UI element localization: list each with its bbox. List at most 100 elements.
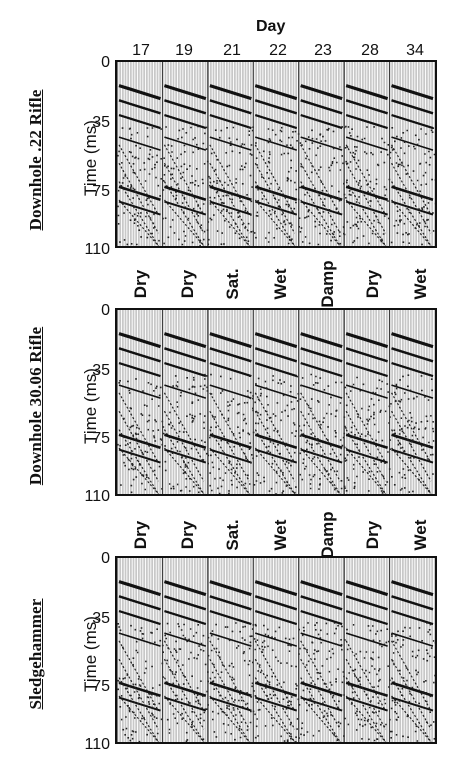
- reflection-band: [254, 361, 298, 378]
- reflection-band: [209, 361, 252, 378]
- reflection-band: [164, 200, 207, 216]
- ground-roll-streak: [254, 429, 296, 494]
- panel-label: Downhole .22 Rifle: [26, 89, 45, 231]
- ground-roll-streak: [345, 429, 387, 494]
- ground-roll-streak: [209, 640, 250, 712]
- shot-gather: [161, 310, 210, 494]
- ground-roll-streak: [345, 392, 387, 464]
- reflection-band: [255, 632, 297, 647]
- reflection-band: [164, 632, 207, 647]
- reflection-band: [391, 609, 434, 626]
- reflection-band: [118, 696, 161, 712]
- ground-roll-streak: [209, 144, 250, 216]
- ground-roll-streak: [391, 162, 432, 234]
- ground-roll-streak: [391, 640, 432, 712]
- reflection-band: [254, 448, 298, 464]
- noise-speckle: [254, 126, 300, 245]
- noise-speckle: [117, 127, 164, 246]
- noise-speckle: [253, 375, 301, 494]
- y-tick: 75: [92, 183, 110, 200]
- reflection-band: [300, 384, 343, 399]
- reflection-band: [164, 595, 207, 611]
- ground-roll-streak: [254, 181, 296, 246]
- reflection-band: [209, 595, 252, 611]
- reflection-band: [345, 99, 388, 115]
- reflection-band: [345, 332, 389, 349]
- ground-roll-streak: [209, 392, 250, 464]
- reflection-band: [345, 361, 388, 378]
- day-label: 28: [361, 42, 379, 59]
- ground-roll-streak: [163, 677, 205, 742]
- trace-hatching: [117, 558, 435, 742]
- reflection-band: [163, 580, 207, 597]
- reflection-band: [300, 347, 343, 363]
- reflection-band: [209, 185, 252, 202]
- ground-roll-streak: [118, 429, 159, 494]
- reflection-band: [118, 200, 161, 216]
- y-tick: 110: [84, 241, 110, 258]
- ground-roll-streak: [163, 392, 205, 464]
- reflection-band: [254, 99, 298, 115]
- reflection-band: [209, 433, 252, 450]
- reflection-band: [391, 113, 434, 130]
- noise-speckle: [164, 622, 210, 742]
- reflection-band: [255, 384, 297, 399]
- shot-gather: [298, 558, 345, 742]
- shot-gather: [207, 558, 255, 742]
- reflection-band: [300, 185, 343, 202]
- reflection-band: [209, 200, 252, 216]
- shot-gather: [252, 310, 301, 494]
- ground-roll-streak: [118, 658, 159, 730]
- y-tick: 75: [92, 430, 110, 447]
- ground-roll-streak: [345, 410, 387, 482]
- reflection-band: [300, 332, 343, 349]
- reflection-band: [118, 347, 161, 363]
- noise-speckle: [389, 622, 435, 742]
- reflection-band: [391, 595, 434, 611]
- reflection-band: [345, 347, 388, 363]
- noise-speckle: [344, 125, 391, 245]
- reflection-band: [391, 200, 434, 216]
- reflection-band: [163, 332, 207, 349]
- reflection-band: [300, 681, 343, 698]
- ground-roll-streak: [391, 429, 432, 494]
- reflection-band: [164, 681, 207, 698]
- reflection-band: [118, 185, 161, 202]
- ground-roll-streak: [254, 392, 296, 464]
- ground-roll-streak: [209, 658, 250, 730]
- reflection-band: [118, 361, 161, 378]
- ground-roll-streak: [118, 144, 159, 216]
- reflection-band: [300, 580, 343, 597]
- reflection-band: [209, 681, 252, 698]
- y-tick: 110: [84, 488, 110, 505]
- reflection-band: [254, 696, 298, 712]
- reflection-band: [209, 332, 252, 349]
- reflection-band: [300, 632, 343, 647]
- shot-gather: [298, 62, 346, 246]
- reflection-band: [118, 99, 161, 115]
- shot-gather: [389, 558, 435, 742]
- reflection-band: [300, 200, 343, 216]
- ground-roll-streak: [391, 181, 432, 246]
- day-label: 23: [314, 42, 332, 59]
- reflection-band: [254, 185, 298, 202]
- shot-gather: [207, 62, 254, 246]
- ground-roll-streak: [300, 144, 341, 216]
- shot-gather: [298, 310, 346, 494]
- ground-roll-streak: [118, 162, 159, 234]
- ground-roll-streak: [300, 410, 341, 482]
- ground-roll-streak: [209, 410, 250, 482]
- reflection-band: [345, 609, 388, 626]
- ground-roll-streak: [209, 181, 250, 246]
- reflection-band: [345, 200, 388, 216]
- shot-gather: [117, 62, 164, 246]
- reflection-band: [391, 580, 434, 597]
- reflection-band: [164, 448, 207, 464]
- reflection-band: [391, 361, 434, 378]
- y-tick: 0: [101, 54, 110, 71]
- noise-speckle: [210, 622, 255, 741]
- ground-roll-streak: [391, 392, 432, 464]
- reflection-band: [254, 332, 298, 349]
- ground-roll-streak: [163, 658, 205, 730]
- reflection-band: [391, 632, 434, 647]
